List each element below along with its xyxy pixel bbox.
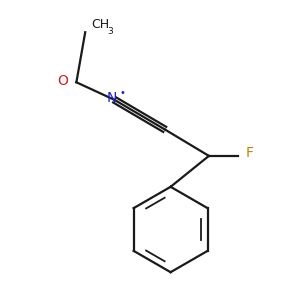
Text: F: F: [246, 146, 254, 160]
Text: 3: 3: [107, 27, 113, 36]
Text: •: •: [119, 88, 125, 98]
Text: N: N: [106, 92, 117, 106]
Text: CH: CH: [91, 18, 109, 31]
Text: O: O: [58, 74, 69, 88]
